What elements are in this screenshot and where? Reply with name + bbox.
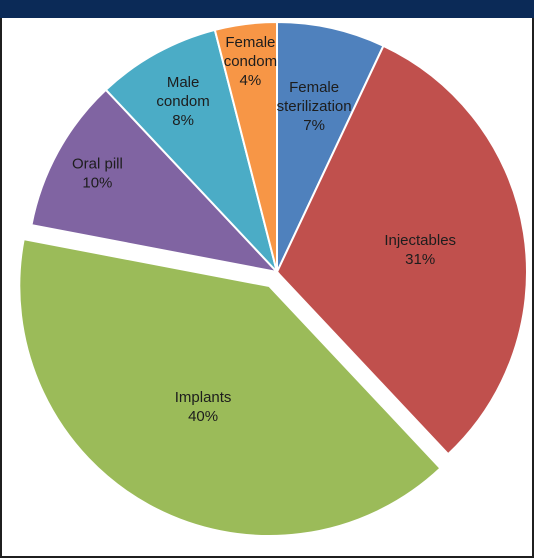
pie-slice-label-1: Injectables 31% (384, 232, 456, 268)
pie-slice-label-3: Oral pill 10% (72, 156, 123, 192)
pie-slice-name-4: condom (156, 93, 209, 110)
pie-slice-name-0: sterilization (277, 98, 352, 115)
pie-slices (18, 20, 528, 537)
header-band (0, 0, 534, 18)
pie-slice-2 (18, 238, 442, 537)
pie-slice-value-5: 4% (240, 72, 262, 89)
pie-slice-name-1: Injectables (384, 232, 456, 249)
pie-slice-0 (276, 20, 385, 273)
pie-slice-label-2: Implants 40% (175, 389, 232, 425)
pie-slice-4 (104, 28, 278, 273)
pie-slice-label-5: Female condom 4% (224, 34, 277, 89)
pie-slice-value-4: 8% (172, 112, 194, 129)
pie-slice-name-5: Female (225, 34, 275, 51)
pie-slice-value-0: 7% (303, 117, 325, 134)
pie-slice-name-0: Female (289, 79, 339, 96)
pie-slice-value-3: 10% (82, 175, 112, 192)
pie-slice-name-2: Implants (175, 389, 232, 406)
pie-slice-name-4: Male (167, 74, 200, 91)
pie-slice-name-3: Oral pill (72, 156, 123, 173)
pie-slice-name-5: condom (224, 53, 277, 70)
pie-labels: Female sterilization 7% Injectables 31% Impla… (72, 34, 456, 425)
pie-slice-value-1: 31% (405, 251, 435, 268)
pie-slice-label-4: Male condom 8% (156, 74, 209, 129)
pie-slice-5 (213, 20, 278, 273)
pie-slice-value-2: 40% (188, 408, 218, 425)
pie-slice-3 (30, 88, 280, 274)
pie-slice-1 (275, 44, 528, 456)
pie-slice-label-0: Female sterilization 7% (277, 79, 352, 134)
